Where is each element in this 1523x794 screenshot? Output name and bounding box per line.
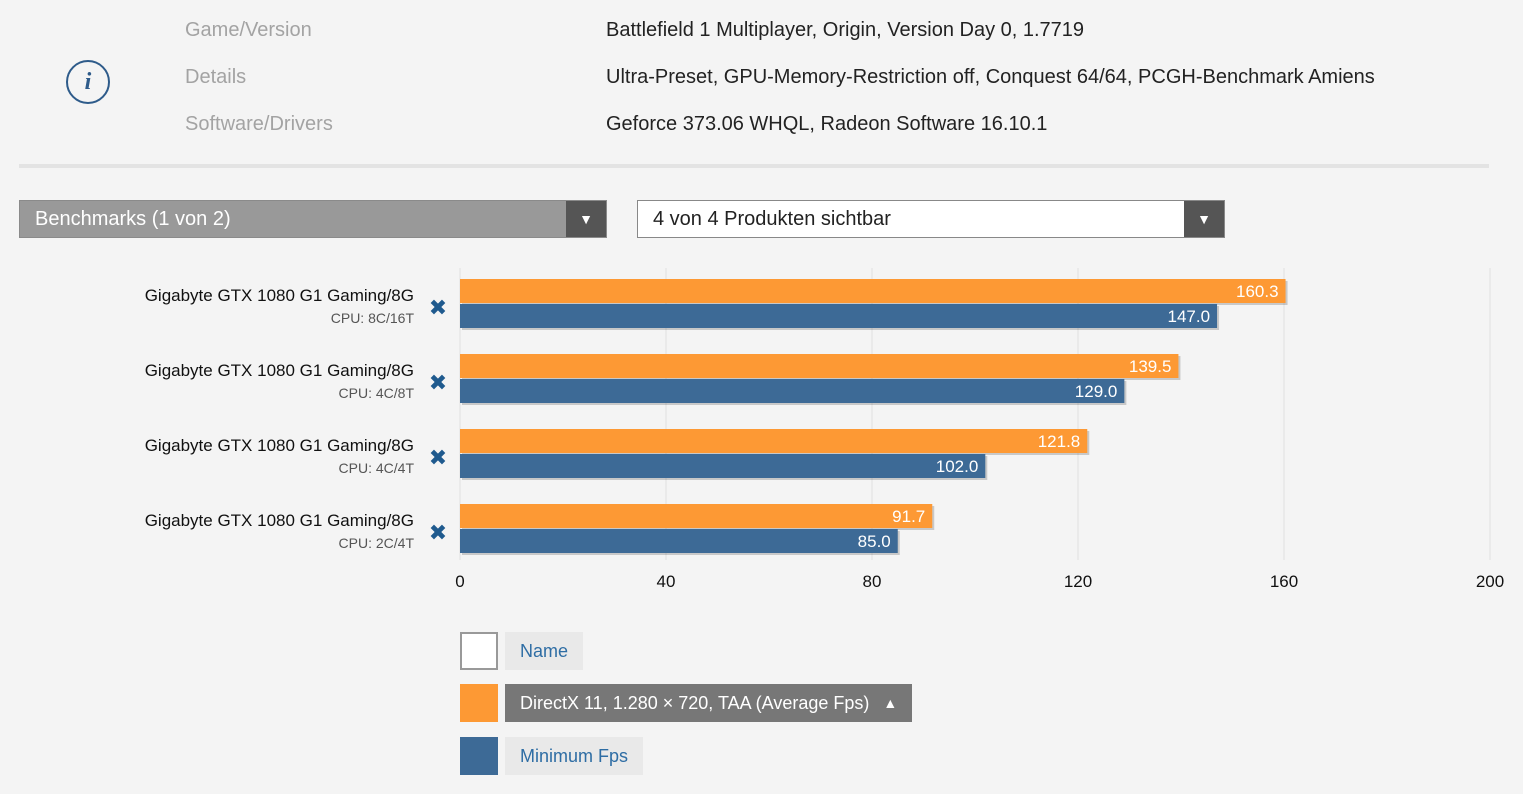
average-fps-bar — [460, 279, 1286, 303]
average-fps-swatch[interactable] — [460, 684, 498, 722]
minimum-fps-bar — [460, 304, 1218, 328]
chevron-down-icon[interactable]: ▼ — [1184, 201, 1224, 237]
product-name: Gigabyte GTX 1080 G1 Gaming/8G — [145, 511, 414, 530]
minimum-fps-bar — [460, 379, 1125, 403]
product-name: Gigabyte GTX 1080 G1 Gaming/8G — [145, 286, 414, 305]
divider — [19, 164, 1489, 168]
game-version-value: Battlefield 1 Multiplayer, Origin, Versi… — [606, 19, 1085, 41]
average-fps-bar — [460, 354, 1179, 378]
game-version-label: Game/Version — [185, 19, 312, 41]
bar-value-label: 147.0 — [1168, 307, 1211, 326]
software-drivers-value: Geforce 373.06 WHQL, Radeon Software 16.… — [606, 113, 1048, 135]
remove-product-icon[interactable]: ✖ — [429, 520, 447, 545]
bar-chart: 0 40 80 120 160 200 Gigabyte GTX 1080 G1 Gamin… — [145, 268, 1504, 591]
product-name: Gigabyte GTX 1080 G1 Gaming/8G — [145, 361, 414, 380]
chevron-down-icon[interactable]: ▼ — [566, 201, 606, 237]
sort-up-icon[interactable]: ▲ — [883, 695, 898, 711]
legend-name-row[interactable]: Name — [460, 632, 584, 670]
average-fps-bar — [460, 429, 1088, 453]
x-tick-label: 160 — [1270, 572, 1298, 591]
bar-value-label: 121.8 — [1038, 432, 1081, 451]
remove-product-icon[interactable]: ✖ — [429, 295, 447, 320]
remove-product-icon[interactable]: ✖ — [429, 370, 447, 395]
bar-value-label: 139.5 — [1129, 357, 1172, 376]
x-tick-label: 40 — [657, 572, 676, 591]
benchmarks-dropdown[interactable]: Benchmarks (1 von 2) ▼ — [19, 200, 607, 238]
minimum-fps-bar — [460, 529, 898, 553]
details-label: Details — [185, 66, 247, 88]
details-value: Ultra-Preset, GPU-Memory-Restriction off… — [606, 66, 1375, 88]
product-cpu: CPU: 2C/4T — [339, 535, 415, 551]
remove-product-icon[interactable]: ✖ — [429, 445, 447, 470]
product-name: Gigabyte GTX 1080 G1 Gaming/8G — [145, 436, 414, 455]
products-dropdown-label: 4 von 4 Produkten sichtbar — [653, 207, 891, 230]
minimum-fps-swatch[interactable] — [460, 737, 498, 775]
bar-value-label: 91.7 — [892, 507, 925, 526]
legend-name-label[interactable]: Name — [505, 632, 584, 670]
x-tick-label: 0 — [455, 572, 464, 591]
product-cpu: CPU: 8C/16T — [331, 310, 415, 326]
info-icon: i — [66, 60, 110, 104]
bar-value-label: 102.0 — [936, 457, 979, 476]
legend-average-row[interactable]: DirectX 11, 1.280 × 720, TAA (Average Fp… — [460, 684, 913, 722]
name-checkbox[interactable] — [460, 632, 498, 670]
legend-minimum-row[interactable]: Minimum Fps — [460, 737, 644, 775]
bar-value-label: 85.0 — [858, 532, 891, 551]
x-tick-label: 80 — [863, 572, 882, 591]
product-cpu: CPU: 4C/4T — [339, 460, 415, 476]
software-drivers-label: Software/Drivers — [185, 113, 333, 135]
average-fps-bar — [460, 504, 933, 528]
legend-average-label[interactable]: DirectX 11, 1.280 × 720, TAA (Average Fp… — [505, 684, 913, 722]
minimum-fps-bar — [460, 454, 986, 478]
product-cpu: CPU: 4C/8T — [339, 385, 415, 401]
legend-average-text: DirectX 11, 1.280 × 720, TAA (Average Fp… — [520, 692, 870, 713]
bar-value-label: 160.3 — [1236, 282, 1279, 301]
bar-value-label: 129.0 — [1075, 382, 1118, 401]
legend-minimum-label[interactable]: Minimum Fps — [505, 737, 644, 775]
products-dropdown[interactable]: 4 von 4 Produkten sichtbar ▼ — [637, 200, 1225, 238]
x-tick-label: 200 — [1476, 572, 1504, 591]
x-tick-label: 120 — [1064, 572, 1092, 591]
benchmarks-dropdown-label: Benchmarks (1 von 2) — [35, 207, 231, 230]
